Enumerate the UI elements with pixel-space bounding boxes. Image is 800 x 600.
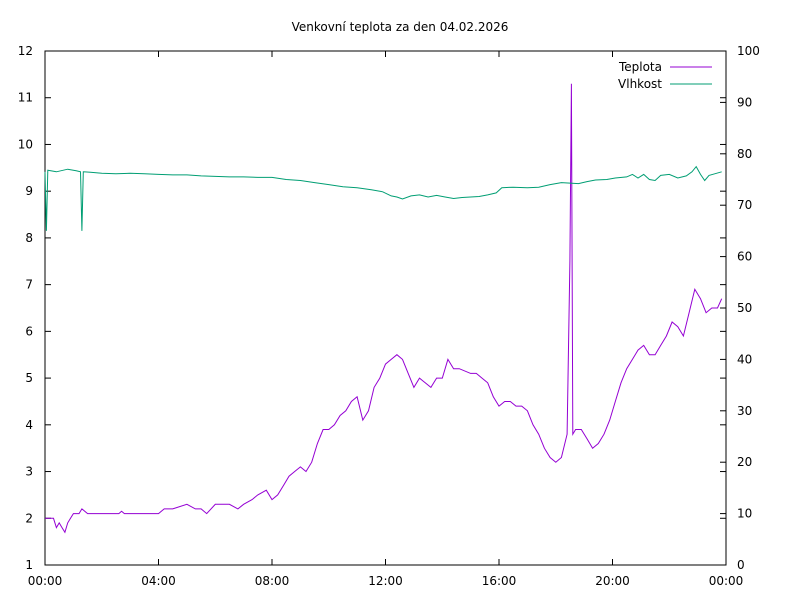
y-right-tick-label: 30 (737, 404, 752, 418)
y-left-tick-label: 10 (18, 137, 33, 151)
x-tick-label: 04:00 (141, 574, 176, 588)
y-left-tick-label: 7 (25, 278, 33, 292)
y-right-tick-label: 80 (737, 147, 752, 161)
y-left-tick-label: 6 (25, 324, 33, 338)
x-tick-label: 00:00 (28, 574, 63, 588)
x-tick-label: 16:00 (482, 574, 517, 588)
y-left-tick-label: 8 (25, 231, 33, 245)
x-axis-ticks: 00:00 04:00 08:00 12:00 16:00 20:00 00:00 (28, 51, 744, 588)
y-right-tick-label: 10 (737, 507, 752, 521)
series-line-vlhkost (44, 165, 722, 231)
chart-title: Venkovní teplota za den 04.02.2026 (292, 20, 509, 34)
y-right-tick-label: 90 (737, 95, 752, 109)
y-right-tick-label: 0 (737, 558, 745, 572)
x-tick-label: 20:00 (595, 574, 630, 588)
x-tick-label: 00:00 (709, 574, 744, 588)
y-right-tick-label: 70 (737, 198, 752, 212)
x-tick-label: 08:00 (255, 574, 290, 588)
legend: Teplota Vlhkost (618, 60, 712, 91)
y-left-tick-label: 2 (25, 511, 33, 525)
legend-label-vlhkost: Vlhkost (618, 77, 662, 91)
x-tick-label: 12:00 (368, 574, 403, 588)
y-left-tick-label: 1 (25, 558, 33, 572)
y-left-tick-label: 12 (18, 44, 33, 58)
y-right-tick-label: 100 (737, 44, 760, 58)
y-right-tick-label: 20 (737, 455, 752, 469)
y-left-tick-label: 9 (25, 184, 33, 198)
y-axis-right-ticks: 0 10 20 30 40 50 60 70 80 90 100 (720, 44, 760, 572)
legend-label-teplota: Teplota (618, 60, 662, 74)
y-left-tick-label: 5 (25, 371, 33, 385)
y-left-tick-label: 11 (18, 91, 33, 105)
series-lines (44, 83, 723, 534)
y-right-tick-label: 60 (737, 250, 752, 264)
y-left-tick-label: 3 (25, 465, 33, 479)
y-left-tick-label: 4 (25, 418, 33, 432)
y-right-tick-label: 50 (737, 301, 752, 315)
y-right-tick-label: 40 (737, 352, 752, 366)
series-line-teplota (45, 83, 723, 534)
